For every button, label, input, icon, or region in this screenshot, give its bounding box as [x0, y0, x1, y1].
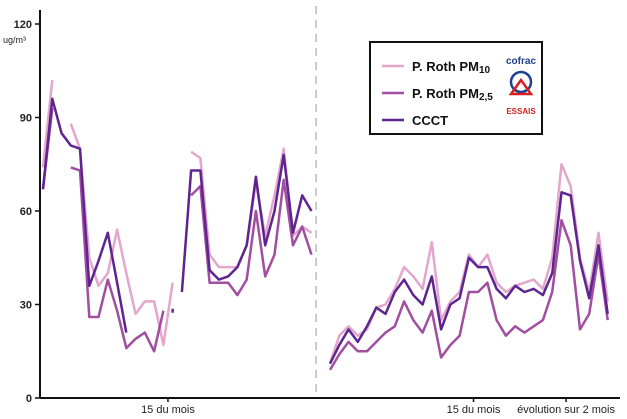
y-tick-label: 90 [20, 113, 32, 125]
chart-legend: P. Roth PM10 P. Roth PM2,5 CCCT cofrac ESSAI… [369, 41, 543, 135]
series-line-segment [328, 219, 609, 371]
y-unit-label: ug/m³ [3, 35, 26, 45]
legend-label: P. Roth PM10 [412, 59, 490, 76]
cofrac-logo-ring [509, 70, 533, 94]
cofrac-logo-top-text: cofrac [506, 56, 536, 67]
series-line-segment [180, 153, 313, 293]
y-tick-label: 120 [14, 19, 32, 31]
series-ccct [41, 97, 609, 365]
x-tick-label: 15 du mois [447, 404, 501, 416]
y-tick-label: 60 [20, 206, 32, 218]
y-tick-label: 30 [20, 300, 32, 312]
x-axis-labels: 15 du mois 15 du mois évolution sur 2 mois [141, 398, 615, 416]
x-tick-label: évolution sur 2 mois [517, 404, 615, 416]
cofrac-logo-triangle [508, 77, 534, 96]
series-line-segment [328, 191, 609, 365]
x-tick-label: 15 du mois [141, 404, 195, 416]
series-lines [41, 79, 609, 371]
cofrac-logo: cofrac ESSAIS [506, 56, 536, 116]
series-line-segment [190, 178, 313, 297]
y-tick-label: 0 [26, 393, 32, 405]
chart-axes [39, 6, 620, 399]
y-tick-labels: 0 30 60 90 120 ug/m³ [3, 19, 40, 405]
series-line-segment [70, 166, 165, 353]
series-p-roth-pm2-5 [41, 107, 609, 371]
series-line-segment [69, 123, 174, 347]
series-line-segment [41, 97, 128, 333]
legend-label: P. Roth PM2,5 [412, 86, 493, 103]
cofrac-logo-bottom-text: ESSAIS [506, 107, 536, 116]
legend-label: CCCT [412, 113, 448, 128]
series-line-segment [41, 79, 54, 168]
